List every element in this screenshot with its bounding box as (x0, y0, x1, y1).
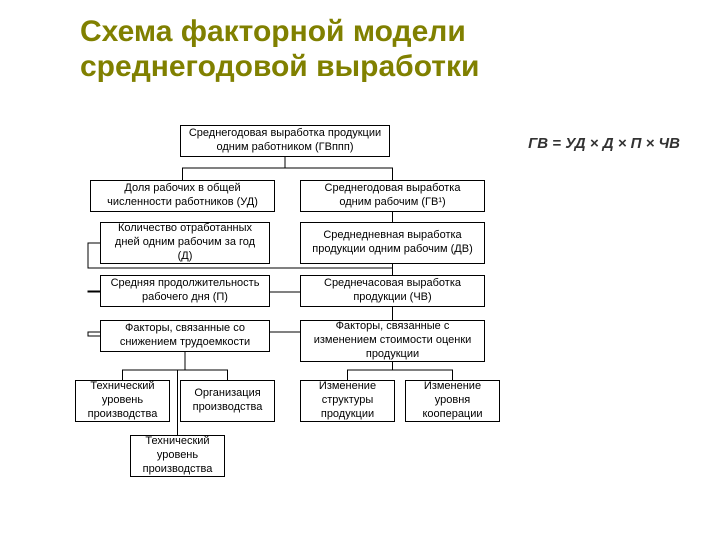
node-tL3: Технический уровень производства (130, 435, 225, 477)
node-tR1: Изменение структуры продукции (300, 380, 395, 422)
node-dv: Среднедневная выработка продукции одним … (300, 222, 485, 264)
formula-text: ГВ = УД × Д × П × ЧВ (528, 135, 680, 152)
node-fR: Факторы, связанные с изменением стоимост… (300, 320, 485, 362)
node-root: Среднегодовая выработка продукции одним … (180, 125, 390, 157)
node-fL: Факторы, связанные со снижением трудоемк… (100, 320, 270, 352)
page-title: Схема факторной модели среднегодовой выр… (80, 15, 479, 84)
node-tL2: Организация производства (180, 380, 275, 422)
title-line-2: среднегодовой выработки (80, 50, 479, 83)
node-ud: Доля рабочих в общей численности работни… (90, 180, 275, 212)
node-tL1: Технический уровень производства (75, 380, 170, 422)
title-line-1: Схема факторной модели (80, 15, 466, 48)
node-tR2: Изменение уровня кооперации (405, 380, 500, 422)
node-gv1: Среднегодовая выработка одним рабочим (Г… (300, 180, 485, 212)
node-d: Количество отработанных дней одним рабоч… (100, 222, 270, 264)
node-chv: Среднечасовая выработка продукции (ЧВ) (300, 275, 485, 307)
node-p: Средняя продолжительность рабочего дня (… (100, 275, 270, 307)
